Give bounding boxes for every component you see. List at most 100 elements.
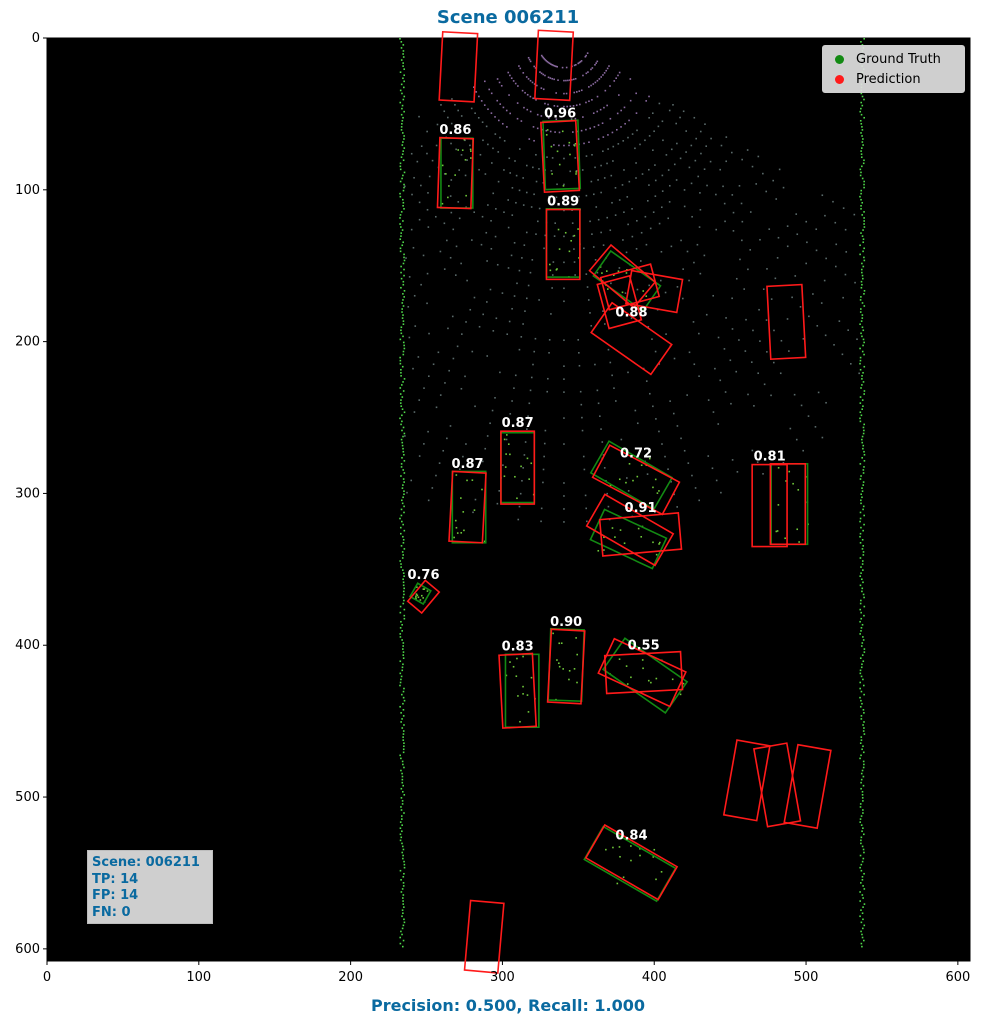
prediction-box [598, 511, 683, 557]
lidar-point [859, 417, 861, 420]
lidar-point [860, 699, 862, 702]
lidar-point [401, 842, 403, 845]
lidar-point [705, 313, 708, 316]
lidar-point [770, 394, 772, 397]
lidar-point [861, 104, 864, 107]
lidar-point [861, 129, 864, 131]
lidar-point [401, 760, 404, 763]
lidar-point [861, 538, 864, 541]
lidar-point [399, 681, 402, 684]
lidar-point [402, 739, 405, 741]
lidar-point [648, 168, 650, 171]
lidar-point [800, 404, 803, 407]
lidar-point [862, 529, 864, 532]
lidar-point [441, 164, 444, 167]
lidar-point [590, 324, 593, 327]
lidar-point [399, 560, 402, 562]
lidar-point [562, 668, 564, 670]
lidar-point [473, 509, 476, 511]
lidar-point [575, 63, 577, 66]
lidar-point [573, 261, 576, 263]
lidar-point [480, 100, 483, 102]
lidar-point [862, 381, 865, 383]
lidar-point [403, 208, 405, 210]
lidar-point [591, 153, 593, 156]
lidar-point [711, 467, 714, 470]
lidar-point [655, 418, 657, 420]
lidar-point [532, 126, 535, 128]
lidar-point [658, 490, 660, 492]
legend-item-prediction: Prediction [835, 70, 921, 88]
lidar-point [611, 527, 614, 529]
lidar-point [641, 173, 644, 175]
lidar-point [648, 284, 651, 287]
lidar-point [656, 492, 659, 494]
lidar-point [461, 149, 464, 151]
lidar-point [401, 778, 404, 781]
lidar-point [860, 526, 862, 529]
lidar-point [862, 885, 864, 887]
lidar-point [590, 68, 592, 71]
lidar-point [402, 602, 405, 605]
lidar-point [401, 851, 404, 854]
lidar-point [862, 812, 864, 814]
lidar-point [486, 355, 489, 357]
lidar-point [834, 221, 837, 224]
lidar-point [549, 130, 552, 133]
lidar-point [547, 377, 549, 380]
lidar-point [635, 247, 638, 250]
lidar-point [660, 250, 663, 253]
lidar-point [435, 406, 438, 409]
lidar-point [560, 642, 563, 645]
lidar-point [496, 263, 499, 266]
lidar-point [402, 696, 405, 699]
lidar-point [509, 74, 511, 77]
lidar-point [442, 449, 445, 452]
lidar-point [863, 466, 865, 468]
lidar-point [544, 234, 547, 237]
lidar-point [422, 597, 424, 599]
ground-truth-box [589, 440, 674, 511]
lidar-point [514, 160, 516, 162]
lidar-point [607, 148, 609, 150]
lidar-point [553, 105, 556, 107]
lidar-point [402, 320, 405, 322]
lidar-point [402, 44, 405, 46]
lidar-point [527, 415, 529, 418]
lidar-point [661, 190, 664, 192]
lidar-point [825, 401, 827, 404]
lidar-point [524, 91, 526, 94]
lidar-point [861, 894, 864, 896]
lidar-point [499, 103, 502, 105]
lidar-point [403, 745, 405, 748]
lidar-point [612, 274, 615, 276]
lidar-point [466, 159, 468, 161]
lidar-point [435, 474, 437, 477]
lidar-point [714, 367, 716, 370]
legend-item-ground-truth: Ground Truth [835, 50, 941, 68]
lidar-point [401, 693, 403, 696]
lidar-point [403, 460, 406, 462]
lidar-point [648, 95, 650, 98]
lidar-point [565, 92, 568, 95]
lidar-point [861, 384, 863, 386]
lidar-point [578, 364, 581, 367]
lidar-point [401, 845, 404, 848]
lidar-point [400, 423, 402, 426]
lidar-point [575, 91, 578, 93]
lidar-point [723, 348, 726, 350]
lidar-point [751, 165, 754, 168]
lidar-point [494, 133, 497, 135]
lidar-point [399, 101, 402, 104]
lidar-point [860, 882, 862, 884]
lidar-point [660, 871, 663, 873]
lidar-point [860, 718, 863, 720]
lidar-point [627, 136, 629, 139]
lidar-point [465, 321, 467, 323]
lidar-point [446, 437, 448, 440]
lidar-point [401, 520, 403, 523]
lidar-point [863, 523, 865, 526]
lidar-point [538, 207, 541, 210]
stats-tp: TP: 14 [92, 871, 139, 887]
lidar-point [698, 375, 700, 377]
